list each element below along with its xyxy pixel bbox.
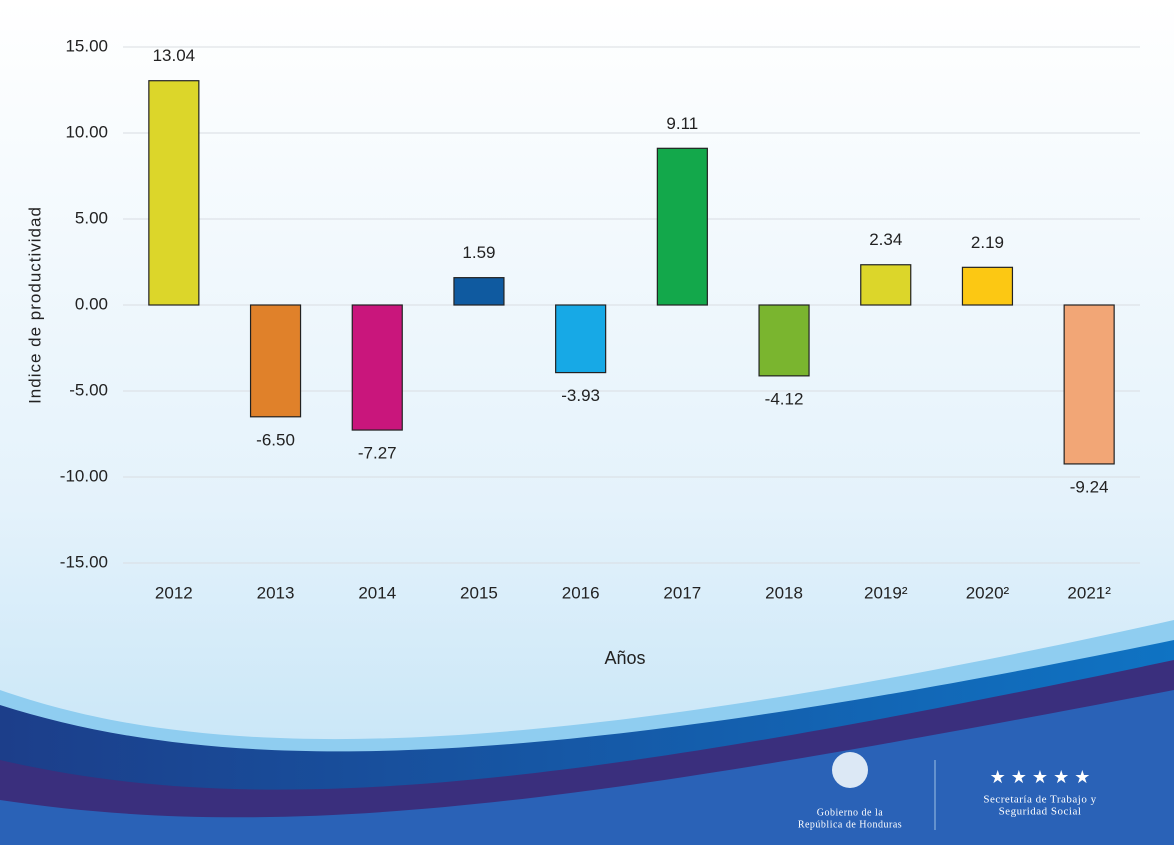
value-label: 2.34 (869, 230, 902, 249)
footer-text: Seguridad Social (999, 806, 1082, 818)
value-label: 1.59 (462, 243, 495, 262)
y-tick-label: -5.00 (69, 380, 108, 399)
value-label: -9.24 (1070, 477, 1109, 496)
value-label: -7.27 (358, 444, 397, 463)
bar (861, 265, 911, 305)
svg-text:★ ★ ★ ★ ★: ★ ★ ★ ★ ★ (990, 767, 1091, 787)
value-label: 2.19 (971, 233, 1004, 252)
x-tick-label: 2013 (257, 583, 295, 602)
x-tick-label: 2020² (966, 583, 1010, 602)
bar (352, 305, 402, 430)
y-tick-label: 0.00 (75, 294, 108, 313)
y-tick-label: 10.00 (65, 122, 108, 141)
bar (962, 267, 1012, 305)
y-tick-label: 15.00 (65, 36, 108, 55)
value-label: -3.93 (561, 386, 600, 405)
x-tick-label: 2014 (358, 583, 396, 602)
chart: ★ ★ ★ ★ ★ Gobierno de la República de Ho… (0, 0, 1174, 845)
footer-text: Secretaría de Trabajo y (983, 794, 1096, 806)
footer-text: Gobierno de la (817, 807, 883, 818)
bar (251, 305, 301, 417)
y-tick-label: 5.00 (75, 208, 108, 227)
bar (454, 278, 504, 305)
y-axis-label: Indice de productividad (25, 206, 44, 404)
y-tick-label: -10.00 (60, 466, 108, 485)
bar (759, 305, 809, 376)
x-tick-label: 2016 (562, 583, 600, 602)
value-label: -6.50 (256, 430, 295, 449)
x-tick-label: 2019² (864, 583, 908, 602)
x-tick-label: 2017 (663, 583, 701, 602)
bar (657, 148, 707, 305)
bar (149, 81, 199, 305)
y-tick-label: -15.00 (60, 552, 108, 571)
value-label: 13.04 (153, 46, 196, 65)
x-tick-label: 2018 (765, 583, 803, 602)
bar (1064, 305, 1114, 464)
bar (556, 305, 606, 373)
x-tick-label: 2021² (1067, 583, 1111, 602)
footer-text: República de Honduras (798, 819, 902, 830)
x-axis-label: Años (604, 648, 645, 668)
x-tick-label: 2015 (460, 583, 498, 602)
value-label: -4.12 (765, 389, 804, 408)
x-tick-label: 2012 (155, 583, 193, 602)
value-label: 9.11 (666, 114, 698, 133)
